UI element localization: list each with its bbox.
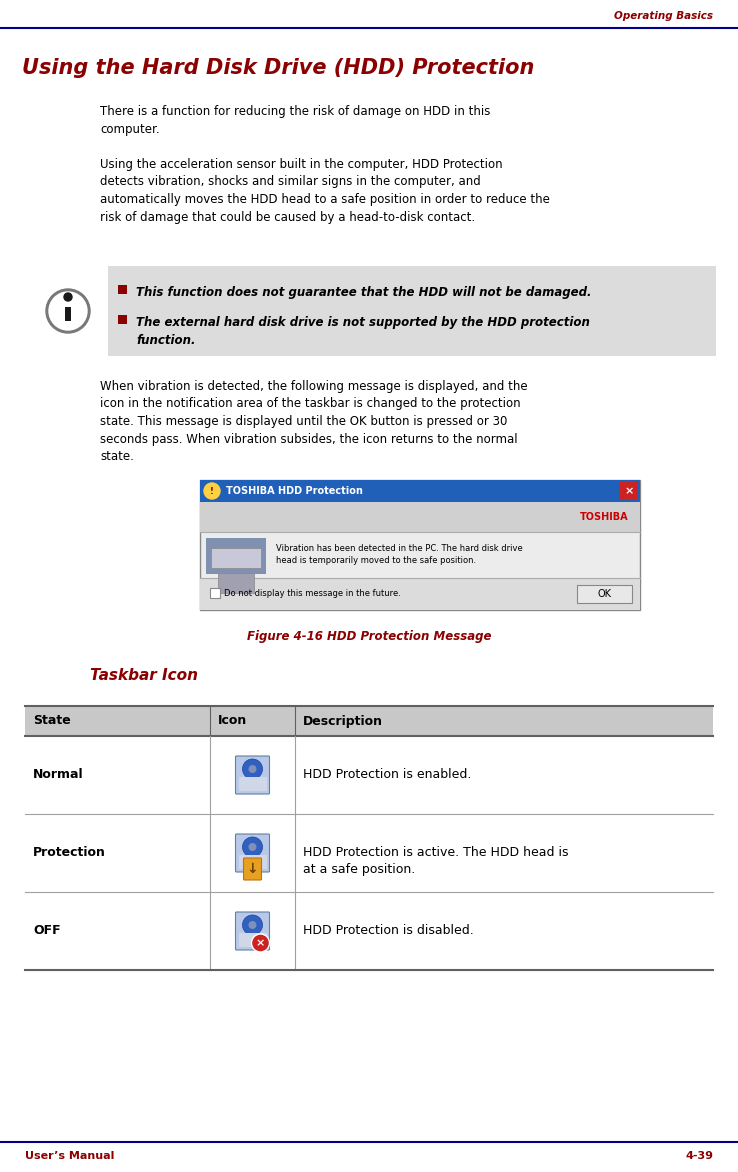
Bar [210, 588, 220, 598]
Text: Figure 4-16 HDD Protection Message: Figure 4-16 HDD Protection Message [246, 631, 492, 643]
Bar [238, 777, 266, 791]
Text: Using the Hard Disk Drive (HDD) Protection: Using the Hard Disk Drive (HDD) Protecti… [22, 57, 534, 79]
Bar [200, 481, 640, 502]
Text: TOSHIBA HDD Protection: TOSHIBA HDD Protection [226, 486, 363, 496]
Text: Taskbar Icon: Taskbar Icon [90, 668, 198, 683]
Text: User’s Manual: User’s Manual [25, 1151, 114, 1161]
Circle shape [49, 292, 87, 331]
FancyBboxPatch shape [244, 858, 261, 880]
Text: When vibration is detected, the following message is displayed, and the
icon in : When vibration is detected, the followin… [100, 380, 528, 463]
Circle shape [249, 843, 257, 851]
Circle shape [243, 915, 263, 935]
Bar [200, 578, 640, 609]
Bar [620, 482, 638, 500]
Text: Normal: Normal [33, 769, 83, 782]
FancyBboxPatch shape [235, 912, 269, 950]
Circle shape [243, 759, 263, 779]
Text: HDD Protection is disabled.: HDD Protection is disabled. [303, 925, 474, 938]
Circle shape [252, 934, 269, 952]
Bar [200, 502, 640, 532]
Text: Protection: Protection [33, 846, 106, 859]
Text: Vibration has been detected in the PC. The hard disk drive
head is temporarily m: Vibration has been detected in the PC. T… [276, 544, 523, 565]
Text: OFF: OFF [33, 925, 61, 938]
Bar [108, 266, 716, 356]
Circle shape [64, 293, 72, 301]
Text: Icon: Icon [218, 715, 247, 728]
Bar [25, 706, 713, 736]
Text: ×: × [256, 938, 265, 948]
Text: Do not display this message in the future.: Do not display this message in the futur… [224, 588, 401, 598]
Text: Using the acceleration sensor built in the computer, HDD Protection
detects vibr: Using the acceleration sensor built in t… [100, 158, 550, 224]
Bar [200, 481, 640, 609]
FancyBboxPatch shape [235, 834, 269, 872]
Bar [118, 315, 127, 323]
Text: OK: OK [598, 590, 612, 599]
Bar [238, 933, 266, 947]
Text: There is a function for reducing the risk of damage on HDD in this
computer.: There is a function for reducing the ris… [100, 105, 490, 136]
Bar [211, 548, 261, 568]
Circle shape [249, 921, 257, 929]
Bar [577, 585, 632, 604]
Text: ×: × [624, 486, 634, 496]
Bar [118, 285, 127, 294]
Text: HDD Protection is active. The HDD head is
at a safe position.: HDD Protection is active. The HDD head i… [303, 845, 568, 877]
Bar [218, 573, 254, 593]
Text: Description: Description [303, 715, 383, 728]
Circle shape [46, 289, 90, 333]
Text: TOSHIBA: TOSHIBA [579, 512, 628, 522]
Text: Operating Basics: Operating Basics [614, 11, 713, 21]
Text: This function does not guarantee that the HDD will not be damaged.: This function does not guarantee that th… [136, 286, 591, 299]
FancyBboxPatch shape [235, 756, 269, 793]
Text: ↓: ↓ [246, 861, 258, 875]
Bar [65, 307, 71, 321]
Text: !: ! [210, 486, 214, 496]
Circle shape [204, 483, 220, 499]
Circle shape [243, 837, 263, 857]
Text: State: State [33, 715, 71, 728]
Circle shape [249, 765, 257, 774]
Text: The external hard disk drive is not supported by the HDD protection
function.: The external hard disk drive is not supp… [136, 316, 590, 347]
Bar [206, 538, 266, 574]
Bar [238, 856, 266, 868]
Text: 4-39: 4-39 [685, 1151, 713, 1161]
Text: HDD Protection is enabled.: HDD Protection is enabled. [303, 769, 472, 782]
